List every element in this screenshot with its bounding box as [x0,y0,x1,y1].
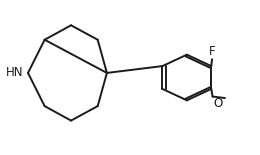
Text: F: F [209,45,215,58]
Text: HN: HN [6,66,23,79]
Text: O: O [213,97,223,110]
